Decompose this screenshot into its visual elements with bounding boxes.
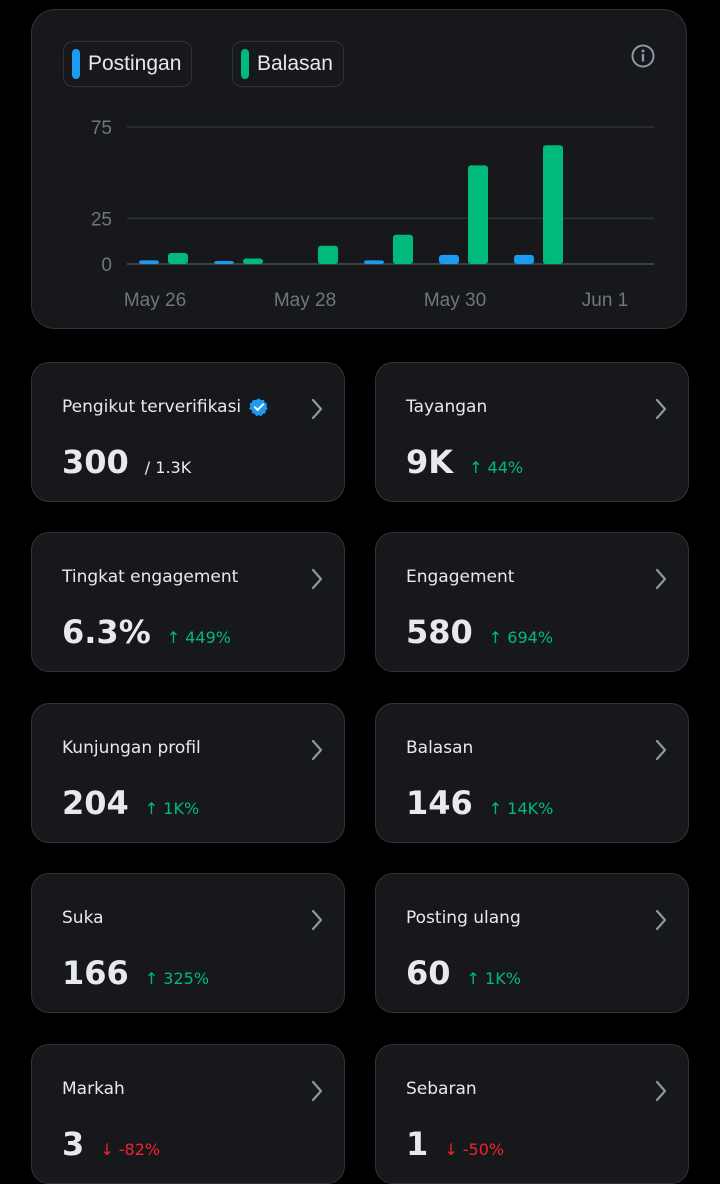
legend-posts-swatch	[72, 49, 80, 79]
stat-value-row: 300 / 1.3K	[62, 443, 191, 481]
stat-value-row: 1 ↓ -50%	[406, 1125, 504, 1163]
bar-replies[interactable]	[318, 245, 338, 264]
stat-label: Suka	[62, 908, 104, 928]
stat-change-up: ↑ 14K%	[488, 799, 554, 818]
stat-value-row: 60 ↑ 1K%	[406, 954, 521, 992]
legend-replies-label: Balasan	[257, 52, 333, 75]
x-tick-label: May 28	[274, 290, 336, 311]
chevron-right-icon	[655, 1080, 667, 1102]
stat-card[interactable]: Sebaran 1 ↓ -50%	[375, 1044, 689, 1184]
legend-posts[interactable]: Postingan	[63, 41, 193, 87]
stat-value: 3	[62, 1125, 85, 1163]
bar-replies[interactable]	[393, 234, 413, 264]
x-tick-label: Jun 1	[582, 290, 628, 311]
bar-replies[interactable]	[468, 165, 488, 264]
stat-value-row: 6.3% ↑ 449%	[62, 613, 231, 651]
x-tick-label: May 26	[124, 290, 186, 311]
stat-value: 580	[406, 613, 473, 651]
stat-value: 166	[62, 954, 129, 992]
stat-label-row: Suka	[62, 908, 104, 928]
y-tick-label: 25	[91, 209, 112, 230]
stat-label: Tayangan	[406, 397, 488, 417]
stat-label-row: Markah	[62, 1079, 125, 1099]
bar-replies[interactable]	[168, 253, 188, 264]
stat-card[interactable]: Posting ulang 60 ↑ 1K%	[375, 873, 689, 1013]
stat-change-up: ↑ 449%	[166, 628, 231, 647]
stat-value: 204	[62, 784, 129, 822]
stat-label: Posting ulang	[406, 908, 521, 928]
chevron-right-icon	[655, 739, 667, 761]
stat-label-row: Engagement	[406, 567, 514, 587]
stat-value-row: 3 ↓ -82%	[62, 1125, 160, 1163]
legend-posts-label: Postingan	[88, 52, 182, 75]
chevron-right-icon	[311, 1080, 323, 1102]
stat-label: Balasan	[406, 738, 474, 758]
stat-label: Kunjungan profil	[62, 738, 201, 758]
bar-posts[interactable]	[139, 260, 159, 264]
stat-value-row: 580 ↑ 694%	[406, 613, 553, 651]
stat-change-up: ↑ 44%	[469, 458, 524, 477]
bar-replies[interactable]	[243, 258, 263, 264]
stat-card[interactable]: Markah 3 ↓ -82%	[31, 1044, 345, 1184]
stat-change-up: ↑ 1K%	[144, 799, 200, 818]
stat-label-row: Balasan	[406, 738, 473, 758]
stat-value-row: 146 ↑ 14K%	[406, 784, 553, 822]
stat-card[interactable]: Tayangan 9K ↑ 44%	[375, 362, 689, 502]
y-tick-label: 0	[101, 255, 112, 276]
stat-label: Engagement	[406, 567, 515, 587]
chevron-right-icon	[655, 568, 667, 590]
stat-card[interactable]: Suka 166 ↑ 325%	[31, 873, 345, 1013]
stat-total: / 1.3K	[144, 458, 192, 477]
bar-posts[interactable]	[514, 254, 534, 264]
chevron-right-icon	[311, 568, 323, 590]
legend-replies[interactable]: Balasan	[232, 41, 344, 87]
bar-replies[interactable]	[543, 145, 563, 264]
x-tick-label: May 30	[424, 290, 486, 311]
stat-value: 6.3%	[62, 613, 151, 651]
stat-label-row: Kunjungan profil	[62, 738, 201, 758]
info-icon[interactable]	[630, 43, 656, 69]
stat-value: 1	[406, 1125, 429, 1163]
stat-value: 146	[406, 784, 473, 822]
stat-label-row: Posting ulang	[406, 908, 521, 928]
stat-label: Pengikut terverifikasi	[62, 397, 242, 417]
stat-label-row: Tayangan	[406, 397, 487, 417]
stat-card[interactable]: Balasan 146 ↑ 14K%	[375, 703, 689, 843]
stat-value: 9K	[406, 443, 454, 481]
bar-posts[interactable]	[439, 254, 459, 264]
stat-change-down: ↓ -50%	[444, 1140, 505, 1159]
stat-label-row: Pengikut terverifikasi	[62, 397, 269, 417]
stat-card[interactable]: Kunjungan profil 204 ↑ 1K%	[31, 703, 345, 843]
stat-label: Markah	[62, 1079, 125, 1099]
stat-value: 300	[62, 443, 129, 481]
legend-replies-swatch	[241, 49, 249, 79]
stat-value: 60	[406, 954, 451, 992]
stat-card[interactable]: Pengikut terverifikasi 300 / 1.3K	[31, 362, 345, 502]
chevron-right-icon	[311, 398, 323, 420]
chevron-right-icon	[311, 739, 323, 761]
stat-label: Tingkat engagement	[62, 567, 239, 587]
stat-change-up: ↑ 694%	[488, 628, 554, 647]
analytics-chart-card: Postingan Balasan 0 25 75 May 26 May 28 May 3…	[31, 9, 687, 329]
stat-value-row: 166 ↑ 325%	[62, 954, 209, 992]
stat-label: Sebaran	[406, 1079, 477, 1099]
stat-value-row: 9K ↑ 44%	[406, 443, 523, 481]
chevron-right-icon	[655, 398, 667, 420]
bar-chart: 0 25 75 May 26 May 28 May 30 Jun 1	[91, 118, 654, 311]
bar-posts[interactable]	[214, 261, 234, 264]
chevron-right-icon	[655, 909, 667, 931]
chevron-right-icon	[311, 909, 323, 931]
stat-card[interactable]: Engagement 580 ↑ 694%	[375, 532, 689, 672]
stat-change-up: ↑ 325%	[144, 969, 210, 988]
bar-posts[interactable]	[364, 260, 384, 264]
y-tick-label: 75	[91, 118, 112, 139]
verified-badge-icon	[249, 398, 268, 417]
stat-label-row: Tingkat engagement	[62, 567, 238, 587]
stat-value-row: 204 ↑ 1K%	[62, 784, 199, 822]
stat-label-row: Sebaran	[406, 1079, 477, 1099]
stat-card[interactable]: Tingkat engagement 6.3% ↑ 449%	[31, 532, 345, 672]
stat-change-down: ↓ -82%	[100, 1140, 161, 1159]
stat-change-up: ↑ 1K%	[466, 969, 521, 988]
